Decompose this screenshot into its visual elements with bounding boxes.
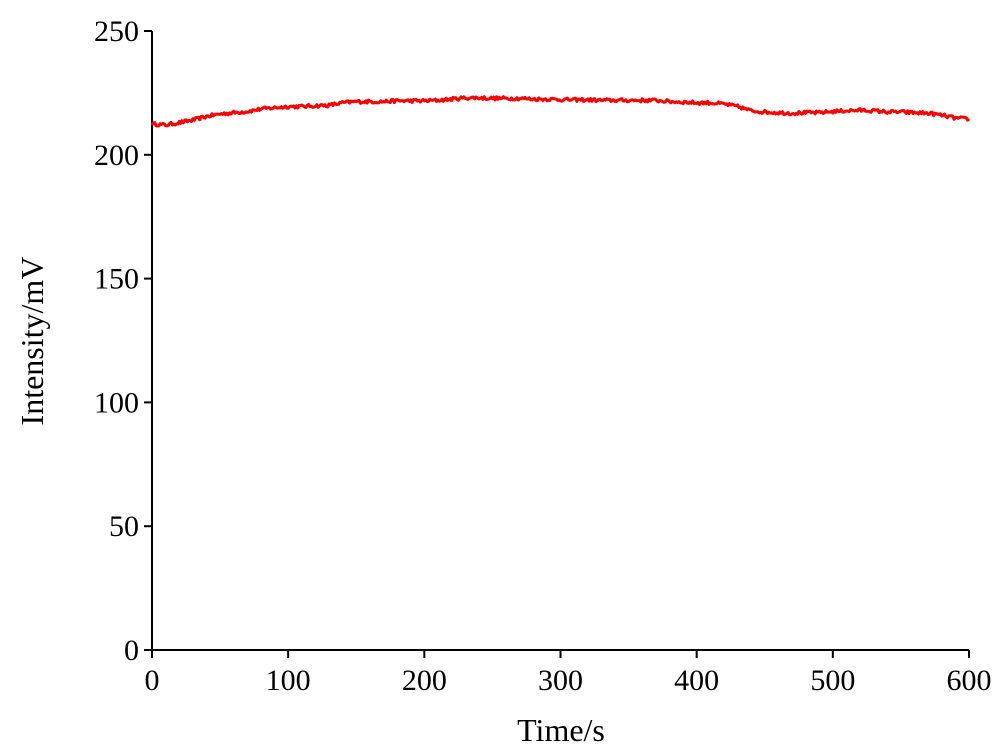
x-tick-label: 0 xyxy=(145,664,160,697)
x-axis: 0 100 200 300 400 500 600 xyxy=(145,649,992,697)
y-tick-label: 150 xyxy=(94,263,139,296)
x-axis-title: Time/s xyxy=(517,712,605,748)
x-tick-label: 600 xyxy=(947,664,992,697)
x-tick-label: 400 xyxy=(674,664,719,697)
y-tick-label: 100 xyxy=(94,386,139,419)
x-tick-label: 100 xyxy=(266,664,311,697)
y-axis: 0 50 100 150 200 250 xyxy=(94,15,153,667)
y-axis-title: Intensity/mV xyxy=(14,257,50,426)
series-line xyxy=(150,95,971,128)
y-tick-label: 50 xyxy=(109,510,139,543)
y-tick-label: 200 xyxy=(94,139,139,172)
plot-area xyxy=(150,95,971,128)
y-tick-label: 250 xyxy=(94,15,139,48)
y-tick-label: 0 xyxy=(124,634,139,667)
x-tick-label: 200 xyxy=(402,664,447,697)
x-tick-label: 500 xyxy=(810,664,855,697)
x-tick-label: 300 xyxy=(538,664,583,697)
